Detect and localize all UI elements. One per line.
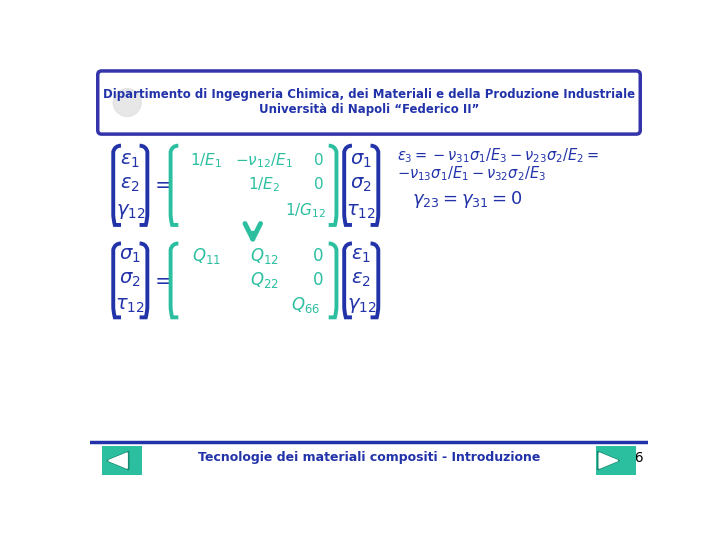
Text: $1/E_1$: $1/E_1$ xyxy=(190,151,222,170)
Text: Dipartimento di Ingegneria Chimica, dei Materiali e della Produzione Industriale: Dipartimento di Ingegneria Chimica, dei … xyxy=(103,87,635,100)
FancyBboxPatch shape xyxy=(102,446,142,475)
Text: $-\nu_{13}\sigma_1/E_1 - \nu_{32}\sigma_2/E_3$: $-\nu_{13}\sigma_1/E_1 - \nu_{32}\sigma_… xyxy=(397,165,546,184)
Text: $1/G_{12}$: $1/G_{12}$ xyxy=(285,202,326,220)
Text: $\gamma_{12}$: $\gamma_{12}$ xyxy=(116,201,145,221)
Text: 26: 26 xyxy=(626,450,644,464)
Polygon shape xyxy=(109,453,127,468)
FancyBboxPatch shape xyxy=(98,71,640,134)
Text: $\tau_{12}$: $\tau_{12}$ xyxy=(346,201,376,221)
Text: Università di Napoli “Federico II”: Università di Napoli “Federico II” xyxy=(258,103,480,116)
Text: $\sigma_2$: $\sigma_2$ xyxy=(351,174,372,194)
Text: $0$: $0$ xyxy=(312,247,323,265)
Text: $0$: $0$ xyxy=(312,271,323,288)
Text: $Q_{11}$: $Q_{11}$ xyxy=(192,246,221,266)
Text: $\tau_{12}$: $\tau_{12}$ xyxy=(115,295,145,314)
Text: $\gamma_{23} = \gamma_{31} = 0$: $\gamma_{23} = \gamma_{31} = 0$ xyxy=(413,189,523,210)
Text: $\varepsilon_3 = -\nu_{31}\sigma_1/E_3 - \nu_{23}\sigma_2/E_2 =$: $\varepsilon_3 = -\nu_{31}\sigma_1/E_3 -… xyxy=(397,146,599,165)
Polygon shape xyxy=(107,451,129,470)
Text: $Q_{22}$: $Q_{22}$ xyxy=(250,269,279,289)
Text: $\varepsilon_1$: $\varepsilon_1$ xyxy=(351,246,372,265)
Circle shape xyxy=(113,89,141,117)
Polygon shape xyxy=(598,451,619,470)
Text: $=$: $=$ xyxy=(150,269,173,289)
Text: $=$: $=$ xyxy=(150,174,173,194)
Text: $1/E_2$: $1/E_2$ xyxy=(248,175,281,193)
Text: $Q_{12}$: $Q_{12}$ xyxy=(250,246,279,266)
Text: $\gamma_{12}$: $\gamma_{12}$ xyxy=(346,295,376,314)
Text: $0$: $0$ xyxy=(312,152,323,168)
Polygon shape xyxy=(599,453,618,468)
FancyBboxPatch shape xyxy=(596,446,636,475)
Text: $\varepsilon_2$: $\varepsilon_2$ xyxy=(120,174,140,194)
Text: $Q_{66}$: $Q_{66}$ xyxy=(291,295,320,315)
Text: $\sigma_1$: $\sigma_1$ xyxy=(351,151,372,170)
Text: $\varepsilon_2$: $\varepsilon_2$ xyxy=(351,270,371,289)
Text: $\varepsilon_1$: $\varepsilon_1$ xyxy=(120,151,140,170)
Text: $\sigma_2$: $\sigma_2$ xyxy=(120,270,141,289)
Text: $0$: $0$ xyxy=(312,176,323,192)
Text: $-\nu_{12}/E_1$: $-\nu_{12}/E_1$ xyxy=(235,151,293,170)
Text: Tecnologie dei materiali compositi - Introduzione: Tecnologie dei materiali compositi - Int… xyxy=(198,451,540,464)
Text: $\sigma_1$: $\sigma_1$ xyxy=(120,246,141,265)
